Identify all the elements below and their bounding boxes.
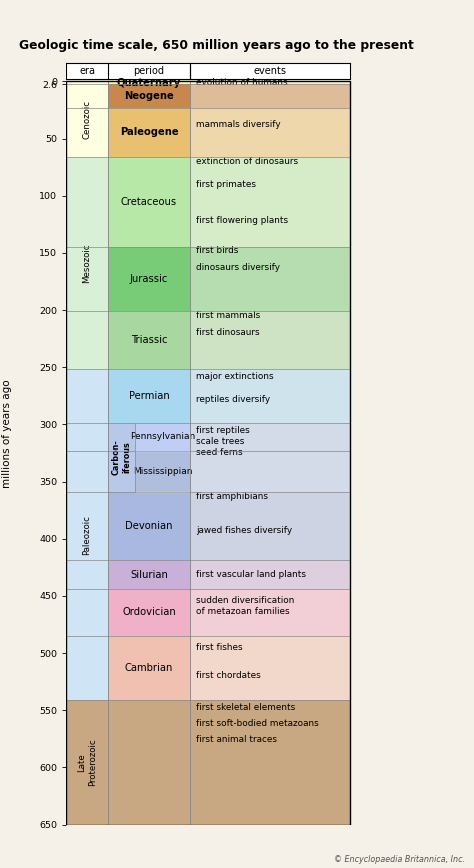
Bar (190, 312, 350, 370)
Text: major extinctions: major extinctions (196, 372, 274, 381)
Text: first chordates: first chordates (196, 672, 261, 681)
Bar (66, 700, 108, 825)
Text: first dinosaurs: first dinosaurs (196, 328, 260, 338)
Text: Ordovician: Ordovician (122, 608, 176, 617)
Text: first fishes: first fishes (196, 643, 243, 652)
Bar (108, 157, 190, 247)
Bar (135, 424, 190, 450)
Text: first mammals: first mammals (196, 312, 260, 320)
Bar (108, 84, 190, 108)
Text: extinction of dinosaurs: extinction of dinosaurs (196, 157, 298, 166)
Text: Silurian: Silurian (130, 569, 168, 580)
Text: first primates: first primates (196, 180, 256, 188)
Bar (190, 157, 350, 247)
Bar (66, 63, 350, 79)
Bar (108, 108, 190, 157)
Text: Cambrian: Cambrian (125, 663, 173, 673)
Text: first soft-bodied metazoans: first soft-bodied metazoans (196, 720, 319, 728)
Bar (108, 370, 190, 424)
Bar (190, 370, 350, 424)
Text: evolution of humans: evolution of humans (196, 78, 288, 88)
Text: Carbon-
iferous: Carbon- iferous (112, 440, 131, 476)
Bar (108, 561, 190, 589)
Text: millions of years ago: millions of years ago (2, 379, 12, 489)
Text: Jurassic: Jurassic (130, 274, 168, 284)
Bar (190, 561, 350, 589)
Bar (190, 247, 350, 312)
Text: Permian: Permian (128, 391, 169, 401)
Text: first amphibians: first amphibians (196, 492, 268, 501)
Text: jawed fishes diversify: jawed fishes diversify (196, 526, 292, 536)
Bar (190, 108, 350, 157)
Text: © Encyclopaedia Britannica, Inc.: © Encyclopaedia Britannica, Inc. (334, 855, 465, 864)
Text: first reptiles
scale trees
seed ferns: first reptiles scale trees seed ferns (196, 426, 250, 457)
Bar (135, 450, 190, 492)
Bar (66, 82, 350, 825)
Text: reptiles diversify: reptiles diversify (196, 395, 270, 404)
Text: Cretaceous: Cretaceous (121, 197, 177, 207)
Text: Cenozoic: Cenozoic (82, 100, 91, 139)
Text: dinosaurs diversify: dinosaurs diversify (196, 263, 280, 273)
Text: first birds: first birds (196, 246, 238, 255)
Bar (190, 636, 350, 700)
Text: first skeletal elements: first skeletal elements (196, 703, 295, 713)
Text: Neogene: Neogene (124, 91, 174, 101)
Bar (190, 82, 350, 84)
Text: events: events (254, 66, 286, 76)
Text: Mississippian: Mississippian (133, 467, 192, 476)
Bar (108, 312, 190, 370)
Text: first flowering plants: first flowering plants (196, 216, 288, 226)
Bar (108, 247, 190, 312)
Text: Paleozoic: Paleozoic (82, 515, 91, 555)
Bar (108, 424, 135, 492)
Bar (190, 84, 350, 108)
Bar (66, 370, 108, 700)
Bar (190, 589, 350, 636)
Bar (108, 700, 350, 825)
Text: Pennsylvanian: Pennsylvanian (130, 432, 195, 442)
Bar (108, 82, 190, 84)
Bar (66, 157, 108, 370)
Text: mammals diversify: mammals diversify (196, 121, 281, 129)
Text: Paleogene: Paleogene (119, 128, 178, 137)
Text: Geologic time scale, 650 million years ago to the present: Geologic time scale, 650 million years a… (19, 39, 414, 52)
Text: Late
Proterozoic: Late Proterozoic (77, 739, 97, 786)
Text: first animal traces: first animal traces (196, 735, 277, 745)
Text: era: era (79, 66, 95, 76)
Text: sudden diversification
of metazoan families: sudden diversification of metazoan famil… (196, 596, 294, 616)
Text: first vascular land plants: first vascular land plants (196, 569, 306, 579)
Bar (108, 492, 190, 561)
Text: Devonian: Devonian (125, 521, 173, 531)
Bar (108, 636, 190, 700)
Bar (190, 492, 350, 561)
Bar (190, 424, 350, 492)
Text: Triassic: Triassic (131, 335, 167, 345)
Text: period: period (134, 66, 164, 76)
Text: Quaternary: Quaternary (117, 78, 181, 88)
Text: Mesozoic: Mesozoic (82, 243, 91, 283)
Bar (108, 589, 190, 636)
Bar (66, 82, 108, 157)
